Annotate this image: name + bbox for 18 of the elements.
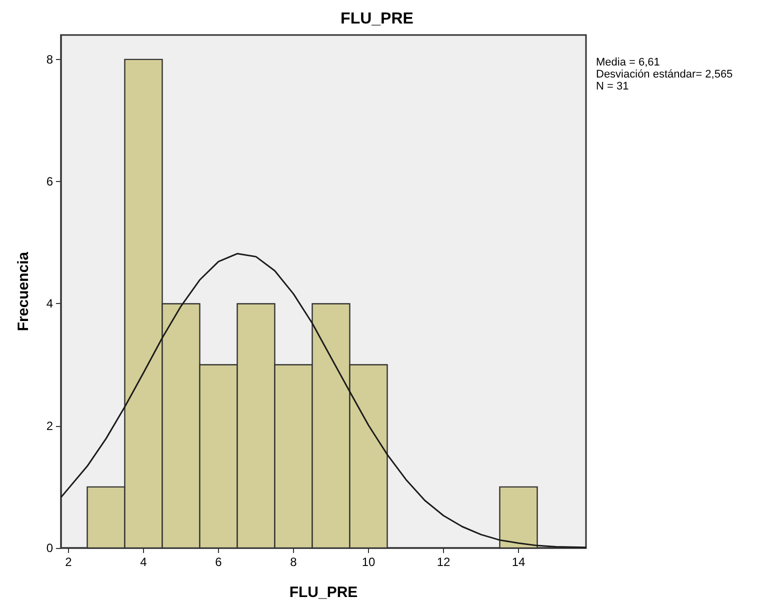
x-tick-label: 2 <box>65 555 72 569</box>
y-tick-label: 6 <box>46 174 54 189</box>
x-tick-label: 8 <box>290 555 298 569</box>
y-tick-label: 2 <box>46 418 54 433</box>
x-tick-label: 6 <box>215 555 222 569</box>
text: N = 31 <box>596 80 629 92</box>
text: Desviación estándar= 2,565 <box>596 68 733 80</box>
x-tick-label: 14 <box>512 555 526 569</box>
y-tick-label: 4 <box>46 296 54 311</box>
x-tick-label: 4 <box>140 555 148 569</box>
x-tick-label: 12 <box>436 555 450 569</box>
x-tick-label: 10 <box>362 555 376 569</box>
y-axis-title: Frecuencia <box>15 251 32 332</box>
y-tick-label: 8 <box>46 52 54 66</box>
y-tick-label: 0 <box>46 541 54 555</box>
x-axis-title: FLU_PRE <box>289 584 358 601</box>
text: Media = 6,61 <box>596 56 660 68</box>
chart-title: FLU_PRE <box>340 10 414 28</box>
